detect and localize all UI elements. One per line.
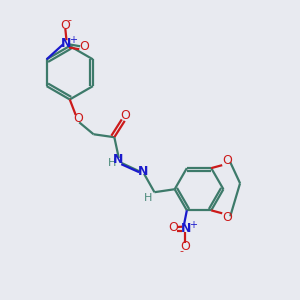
- Text: O: O: [60, 19, 70, 32]
- Text: O: O: [79, 40, 89, 53]
- Text: O: O: [222, 211, 232, 224]
- Text: O: O: [222, 154, 232, 167]
- Text: O: O: [73, 112, 83, 125]
- Text: N: N: [61, 37, 72, 50]
- Text: O: O: [180, 240, 190, 253]
- Text: H: H: [108, 158, 116, 168]
- Text: N: N: [113, 153, 123, 166]
- Text: -: -: [67, 15, 71, 25]
- Text: +: +: [189, 220, 197, 230]
- Text: N: N: [138, 165, 148, 178]
- Text: +: +: [69, 35, 77, 45]
- Text: -: -: [180, 246, 184, 256]
- Text: O: O: [168, 221, 178, 234]
- Text: H: H: [144, 193, 152, 202]
- Text: N: N: [181, 222, 191, 235]
- Text: O: O: [120, 109, 130, 122]
